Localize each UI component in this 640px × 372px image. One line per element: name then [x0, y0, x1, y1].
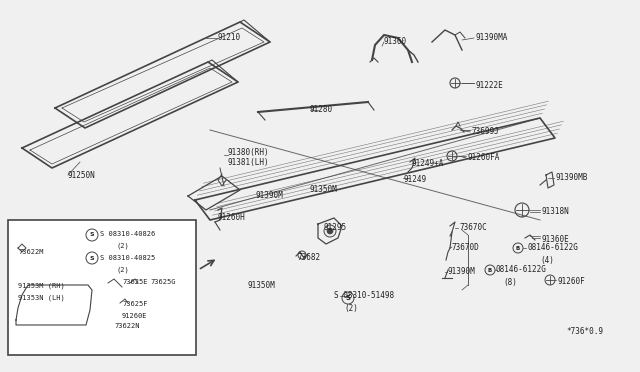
Text: *736*0.9: *736*0.9 [566, 327, 603, 337]
Text: (2): (2) [344, 304, 358, 312]
Text: 91295: 91295 [323, 224, 346, 232]
Bar [8, 220, 196, 355]
Text: 73682: 73682 [298, 253, 321, 263]
Text: S 08310-40825: S 08310-40825 [100, 255, 156, 261]
Text: S: S [346, 295, 351, 301]
Text: 91318N: 91318N [542, 208, 570, 217]
Text: 91381(LH): 91381(LH) [228, 158, 269, 167]
Text: 91260H: 91260H [218, 214, 246, 222]
Text: 91353N (LH): 91353N (LH) [18, 295, 65, 301]
Text: 91210: 91210 [218, 33, 241, 42]
Text: S: S [90, 232, 94, 237]
Text: 91222E: 91222E [476, 80, 504, 90]
Text: 91260FA: 91260FA [468, 154, 500, 163]
Text: 73625E: 73625E [122, 279, 147, 285]
Text: 91260F: 91260F [558, 278, 586, 286]
Text: 91360: 91360 [384, 38, 407, 46]
Text: S 08310-51498: S 08310-51498 [334, 292, 394, 301]
Text: 91280: 91280 [310, 106, 333, 115]
Text: 73622N: 73622N [114, 323, 140, 329]
Text: 73699J: 73699J [472, 128, 500, 137]
Text: S 08310-40826: S 08310-40826 [100, 231, 156, 237]
Text: 91350M: 91350M [248, 280, 276, 289]
Text: 91390MA: 91390MA [476, 33, 508, 42]
Text: 91390M: 91390M [448, 267, 476, 276]
Text: 91353M (RH): 91353M (RH) [18, 283, 65, 289]
Text: 08146-6122G: 08146-6122G [528, 244, 579, 253]
Text: 73625F: 73625F [122, 301, 147, 307]
Text: 91350M: 91350M [310, 186, 338, 195]
Text: (4): (4) [540, 256, 554, 264]
Text: 91390MB: 91390MB [556, 173, 588, 183]
Text: S: S [90, 256, 94, 260]
Circle shape [327, 228, 333, 234]
Text: B: B [488, 267, 492, 273]
Text: 73670C: 73670C [460, 224, 488, 232]
Text: 73670D: 73670D [452, 244, 480, 253]
Text: 73622M: 73622M [18, 249, 44, 255]
Text: 73625G: 73625G [150, 279, 175, 285]
Text: 91250N: 91250N [68, 170, 96, 180]
Text: 91249: 91249 [404, 176, 427, 185]
Text: (2): (2) [116, 243, 129, 249]
Text: (8): (8) [503, 278, 517, 286]
Text: 91390M: 91390M [255, 190, 283, 199]
Text: B: B [516, 246, 520, 250]
Text: 91380(RH): 91380(RH) [228, 148, 269, 157]
Text: 91260E: 91260E [122, 313, 147, 319]
Text: 91249+A: 91249+A [412, 158, 444, 167]
Text: 08146-6122G: 08146-6122G [496, 266, 547, 275]
Text: (2): (2) [116, 267, 129, 273]
Text: 91360E: 91360E [542, 235, 570, 244]
